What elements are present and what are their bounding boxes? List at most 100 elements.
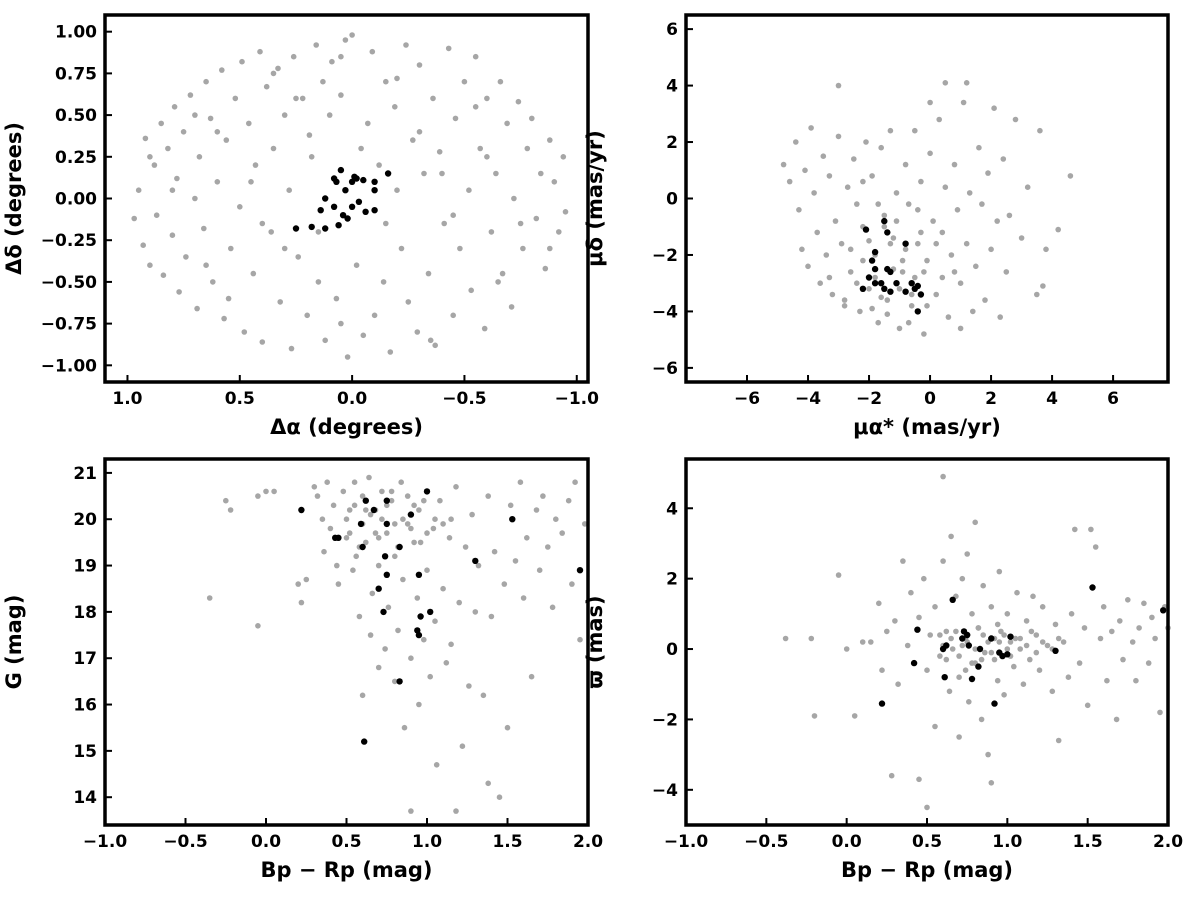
field-star-point <box>495 279 501 285</box>
field-star-point <box>847 246 854 253</box>
field-star-point <box>306 132 313 138</box>
y-tick-label: −2 <box>652 246 678 266</box>
field-star-point <box>1040 283 1046 289</box>
member-stars-series <box>859 217 925 315</box>
field-star-point <box>512 558 519 564</box>
field-star-point <box>924 804 930 811</box>
field-star-point <box>905 201 912 207</box>
field-star-point <box>351 502 358 509</box>
member-star-point <box>371 187 378 194</box>
field-star-point <box>805 263 811 270</box>
x-axis-label: Δα (degrees) <box>270 415 423 439</box>
field-star-point <box>334 562 340 569</box>
field-star-point <box>239 58 245 65</box>
field-star-point <box>949 646 956 652</box>
field-star-point <box>996 568 1003 575</box>
field-star-point <box>1044 642 1051 649</box>
field-star-point <box>975 625 982 631</box>
field-star-point <box>288 345 295 352</box>
field-star-point <box>985 751 991 758</box>
field-star-point <box>421 636 427 643</box>
field-star-point <box>841 297 848 303</box>
field-star-point <box>385 604 392 611</box>
field-star-point <box>988 604 995 610</box>
field-star-point <box>896 286 903 292</box>
field-star-point <box>912 127 918 134</box>
member-star-point <box>332 534 339 541</box>
member-star-point <box>317 207 324 214</box>
field-star-point <box>927 150 933 157</box>
field-star-point <box>551 179 558 185</box>
field-star-point <box>497 78 504 85</box>
field-star-point <box>196 154 203 160</box>
x-tick-label: −0.5 <box>163 832 207 852</box>
field-star-point <box>904 642 911 649</box>
field-star-point <box>994 621 1001 628</box>
field-star-point <box>924 667 930 673</box>
y-axis-label: μδ (mas/yr) <box>583 130 607 267</box>
member-star-point <box>375 585 382 592</box>
field-star-point <box>572 479 578 486</box>
field-star-point <box>515 98 522 105</box>
member-stars-series <box>298 488 584 745</box>
field-star-point <box>151 162 158 168</box>
field-star-point <box>461 78 468 85</box>
field-star-point <box>427 673 434 680</box>
scatter-panel-3: −1.0 −0.5 0.0 0.5 1.0 1.5 2.0 21 20 19 18 17 16 15 14 B… <box>2 457 603 882</box>
field-star-point <box>953 628 959 635</box>
field-star-point <box>876 600 882 607</box>
member-star-point <box>415 571 423 578</box>
field-star-point <box>959 642 966 649</box>
member-star-point <box>360 176 367 184</box>
field-star-point <box>1039 604 1046 610</box>
member-star-point <box>337 166 345 174</box>
member-star-point <box>941 674 948 681</box>
member-star-point <box>380 608 387 616</box>
field-star-point <box>868 639 874 645</box>
field-star-point <box>1104 677 1110 684</box>
field-star-point <box>356 613 363 620</box>
scatter-panel-1: 1.0 0.5 0.0 −0.5 −1.0 1.00 0.75 0.50 0.25 0.00 −0.… <box>2 13 599 439</box>
y-tick-label: 2 <box>666 133 678 153</box>
field-star-point <box>252 162 259 168</box>
field-star-point <box>939 274 946 281</box>
x-tick-label: 1.5 <box>1073 832 1103 852</box>
field-star-point <box>808 635 815 642</box>
y-tick-label: 4 <box>666 77 678 97</box>
field-star-point <box>496 794 503 800</box>
field-star-point <box>308 154 315 160</box>
field-star-point <box>948 533 954 540</box>
field-star-point <box>499 270 506 277</box>
field-star-point <box>392 104 398 110</box>
field-star-point <box>281 245 288 252</box>
field-star-point <box>203 262 209 269</box>
member-star-point <box>298 506 305 514</box>
field-star-point <box>866 286 872 292</box>
x-tick-label: 1.0 <box>992 832 1022 852</box>
field-star-point <box>194 305 200 312</box>
field-star-point <box>343 516 350 522</box>
field-star-point <box>963 240 970 247</box>
field-star-point <box>559 530 565 536</box>
field-star-point <box>369 590 376 597</box>
field-star-point <box>501 581 508 587</box>
field-star-point <box>811 190 817 196</box>
field-star-point <box>223 497 229 504</box>
field-star-point <box>416 62 423 68</box>
field-star-point <box>808 125 814 131</box>
field-star-point <box>857 308 863 315</box>
field-star-point <box>201 225 207 232</box>
field-star-point <box>388 497 395 504</box>
field-star-point <box>263 83 270 90</box>
field-star-point <box>939 229 946 236</box>
member-star-point <box>902 288 909 295</box>
field-star-point <box>241 329 248 335</box>
field-star-point <box>887 240 894 247</box>
field-star-point <box>1065 674 1072 680</box>
field-star-point <box>841 303 848 309</box>
field-star-point <box>140 242 146 248</box>
field-star-point <box>466 683 472 689</box>
field-star-point <box>884 311 891 318</box>
field-star-point <box>994 677 1001 684</box>
y-tick-label: 20 <box>73 510 97 530</box>
